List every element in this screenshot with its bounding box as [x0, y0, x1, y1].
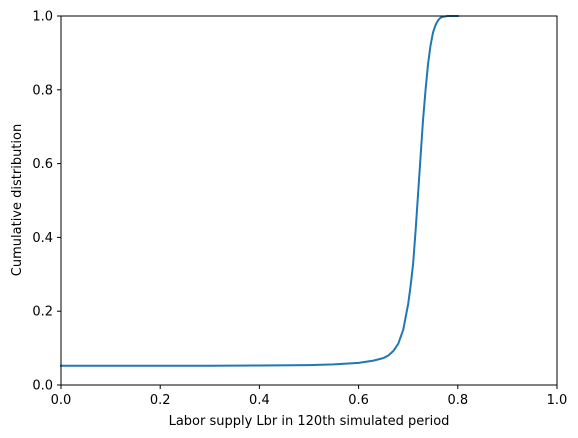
x-tick-label: 1.0 — [547, 393, 568, 408]
x-tick-label: 0.6 — [348, 393, 369, 408]
x-tick-label: 0.0 — [51, 393, 72, 408]
y-tick-label: 0.2 — [32, 305, 53, 320]
x-tick-label: 0.2 — [150, 393, 171, 408]
y-tick-label: 1.0 — [32, 10, 53, 25]
y-tick-label: 0.6 — [32, 157, 53, 172]
series-line-0 — [60, 15, 459, 367]
x-tick-label: 0.8 — [447, 393, 468, 408]
y-axis-label: Cumulative distribution — [10, 124, 25, 276]
axes-layer: 0.0 0.2 0.4 0.6 0.8 1.0 0.0 0.2 0.4 0.6 0.8 1.0 — [32, 10, 567, 409]
y-tick-label: 0.8 — [32, 83, 53, 98]
series-layer — [60, 15, 459, 367]
y-tick-label: 0.0 — [32, 379, 53, 394]
x-axis-label: Labor supply Lbr in 120th simulated peri… — [169, 414, 450, 429]
y-tick-label: 0.4 — [32, 231, 53, 246]
plot-frame — [60, 15, 558, 386]
x-tick-label: 0.4 — [249, 393, 270, 408]
